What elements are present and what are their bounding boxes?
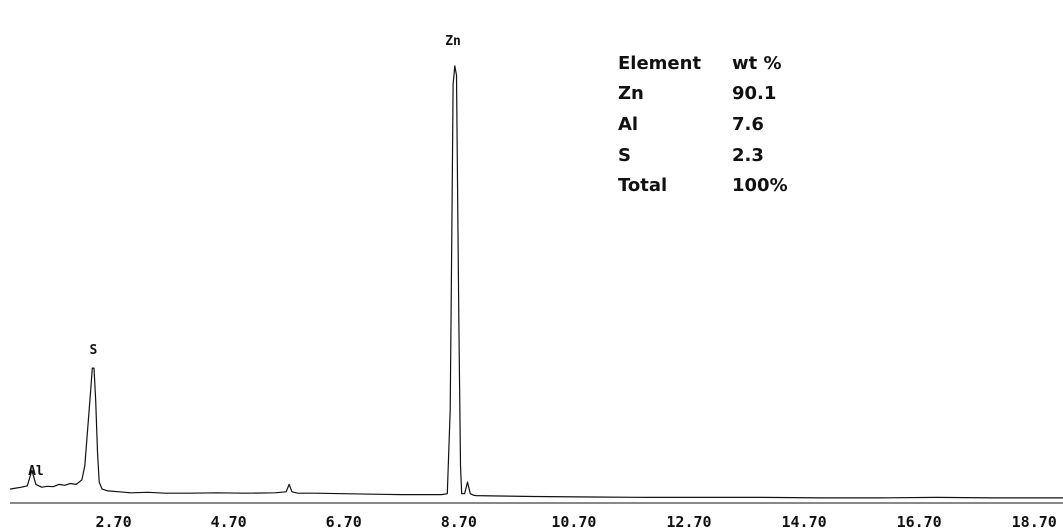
peak-label-al: Al — [28, 464, 44, 479]
x-tick-label: 14.70 — [781, 513, 826, 530]
x-tick-label: 4.70 — [211, 513, 247, 530]
table-row: S 2.3 — [618, 140, 788, 171]
table-row: Al 7.6 — [618, 109, 788, 140]
table-row: Total 100% — [618, 170, 788, 201]
x-tick-label: 16.70 — [897, 513, 942, 530]
element-cell: Al — [618, 113, 639, 135]
peak-label-s: S — [90, 343, 98, 358]
peak-label-zn: Zn — [445, 34, 461, 49]
x-tick-label: 8.70 — [441, 513, 477, 530]
x-tick-label: 10.70 — [551, 513, 596, 530]
header-element: Element — [618, 52, 702, 74]
x-tick-label: 2.70 — [96, 513, 132, 530]
x-tick-label: 12.70 — [666, 513, 711, 530]
element-cell: Total — [618, 175, 668, 197]
table-row: Zn 90.1 — [618, 79, 788, 110]
wt-percent-cell: 90.1 — [732, 83, 777, 105]
x-axis-ticks: 2.70 4.70 6.70 8.70 10.70 12.70 14.70 16.70 18.7… — [96, 513, 1057, 530]
header-wt-percent: wt % — [732, 52, 782, 74]
x-tick-label: 6.70 — [326, 513, 362, 530]
element-cell: Zn — [618, 83, 644, 105]
x-tick-label: 18.70 — [1012, 513, 1057, 530]
spectrum-line — [9, 65, 1063, 499]
table-header-row: Element wt % — [618, 48, 788, 79]
element-cell: S — [618, 144, 631, 166]
wt-percent-cell: 100% — [732, 175, 788, 197]
composition-table: Element wt % Zn 90.1 Al 7.6 S 2.3 Total … — [618, 48, 788, 201]
wt-percent-cell: 2.3 — [732, 144, 764, 166]
wt-percent-cell: 7.6 — [732, 113, 764, 135]
peak-labels: Al S Zn — [28, 34, 461, 479]
